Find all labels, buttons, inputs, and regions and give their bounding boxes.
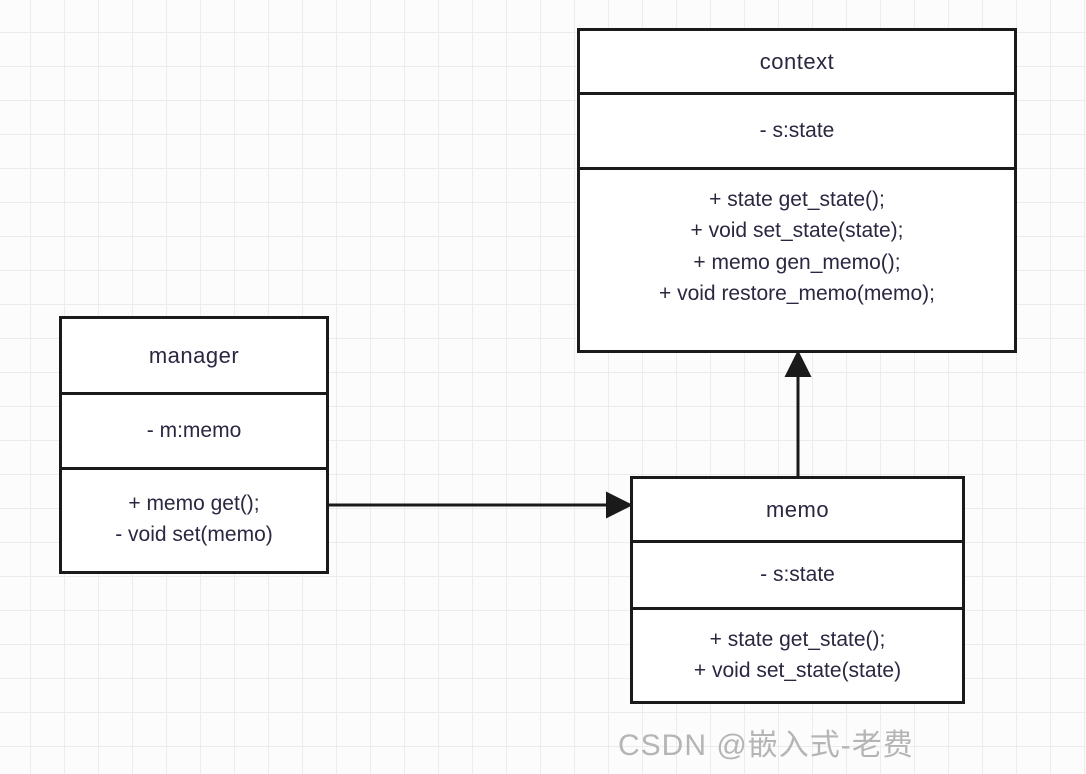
attribute: - s:state <box>596 115 998 147</box>
class-name: context <box>596 45 998 78</box>
attribute: - s:state <box>649 559 946 591</box>
class-operations-section: + state get_state(); + void set_state(st… <box>580 167 1014 324</box>
operation: + state get_state(); <box>649 624 946 656</box>
operation: + void restore_memo(memo); <box>596 278 998 310</box>
class-attributes-section: - m:memo <box>62 392 326 467</box>
class-operations-section: + memo get(); - void set(memo) <box>62 467 326 571</box>
class-name-section: memo <box>633 479 962 540</box>
attribute: - m:memo <box>78 415 310 447</box>
uml-class-memo: memo - s:state + state get_state(); + vo… <box>630 476 965 704</box>
class-operations-section: + state get_state(); + void set_state(st… <box>633 607 962 701</box>
class-attributes-section: - s:state <box>580 92 1014 167</box>
operation: + state get_state(); <box>596 184 998 216</box>
class-name-section: context <box>580 31 1014 92</box>
operation: + memo get(); <box>78 488 310 520</box>
operation: + memo gen_memo(); <box>596 247 998 279</box>
class-name-section: manager <box>62 319 326 392</box>
operation: + void set_state(state) <box>649 655 946 687</box>
operation: - void set(memo) <box>78 519 310 551</box>
class-attributes-section: - s:state <box>633 540 962 607</box>
watermark: CSDN @嵌入式-老费 <box>618 720 914 764</box>
class-name: manager <box>78 339 310 372</box>
operation: + void set_state(state); <box>596 215 998 247</box>
uml-class-manager: manager - m:memo + memo get(); - void se… <box>59 316 329 574</box>
class-name: memo <box>649 493 946 526</box>
uml-class-context: context - s:state + state get_state(); +… <box>577 28 1017 353</box>
